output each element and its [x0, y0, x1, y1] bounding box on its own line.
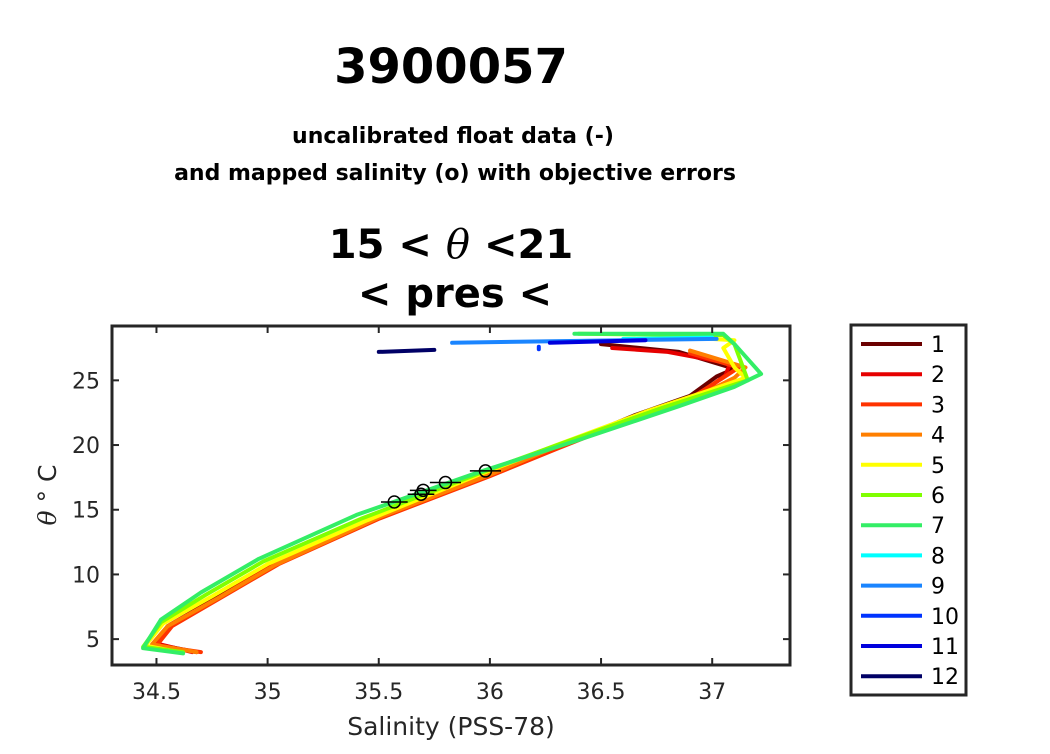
- x-tick-label-5: 37: [698, 680, 726, 705]
- y-tick-label-1: 10: [72, 563, 100, 588]
- legend-label-8: 8: [931, 544, 945, 569]
- legend-label-1: 1: [931, 333, 945, 358]
- plot-title-line-2: < pres <: [358, 271, 552, 317]
- figure-subtitle-line-2: and mapped salinity (o) with objective e…: [174, 161, 736, 186]
- mapped-points-layer: [380, 464, 502, 509]
- legend-label-6: 6: [931, 484, 945, 509]
- legend-label-3: 3: [931, 393, 945, 418]
- ticks-layer: 34.5 35 35.5 36 36.5 37 5 10 15 20 25: [72, 326, 790, 705]
- legend-label-2: 2: [931, 363, 945, 388]
- y-axis-label-theta: θ: [33, 510, 62, 525]
- mapped-point-4: [438, 475, 453, 490]
- figure-subtitle-line-1: uncalibrated float data (-): [292, 124, 614, 149]
- figure-title: 3900057: [334, 39, 568, 95]
- x-tick-label-0: 34.5: [132, 680, 181, 705]
- y-axis-label-unit: ° C: [33, 465, 62, 503]
- plot-title-line-1: 15 < θ <21: [329, 222, 573, 268]
- x-tick-label-4: 36.5: [577, 680, 626, 705]
- series-layer: [141, 331, 764, 656]
- x-axis-label: Salinity (PSS-78): [347, 712, 555, 741]
- series-line-7: [141, 331, 764, 656]
- mapped-point-3: [416, 483, 430, 498]
- legend-box: [849, 323, 968, 697]
- plot-frame: [110, 324, 792, 667]
- legend-label-5: 5: [931, 454, 945, 479]
- plot-area: 34.5 35 35.5 36 36.5 37 5 10 15 20 25: [72, 324, 792, 705]
- y-tick-label-3: 20: [72, 434, 100, 459]
- x-tick-label-3: 36: [476, 680, 504, 705]
- plot-title-left: 15 <: [329, 222, 432, 268]
- legend-label-10: 10: [931, 605, 959, 630]
- y-tick-label-4: 25: [72, 369, 100, 394]
- mapped-point-5: [478, 464, 493, 478]
- plot-background: [112, 326, 790, 665]
- plot-title-right: <21: [484, 222, 573, 268]
- mapped-point-1: [387, 495, 402, 509]
- series-line-11: [547, 338, 648, 345]
- y-tick-label-0: 5: [86, 628, 100, 653]
- y-tick-label-2: 15: [72, 499, 100, 524]
- x-tick-label-1: 35: [254, 680, 282, 705]
- y-axis-label: θ ° C: [33, 465, 62, 526]
- plot-title-theta: θ: [446, 222, 470, 268]
- legend-label-7: 7: [931, 514, 945, 539]
- series-line-12: [376, 347, 437, 354]
- legend-label-9: 9: [931, 575, 945, 600]
- legend-label-12: 12: [931, 665, 959, 690]
- legend-label-11: 11: [931, 635, 959, 660]
- x-tick-label-2: 35.5: [354, 680, 403, 705]
- legend-label-4: 4: [931, 424, 945, 449]
